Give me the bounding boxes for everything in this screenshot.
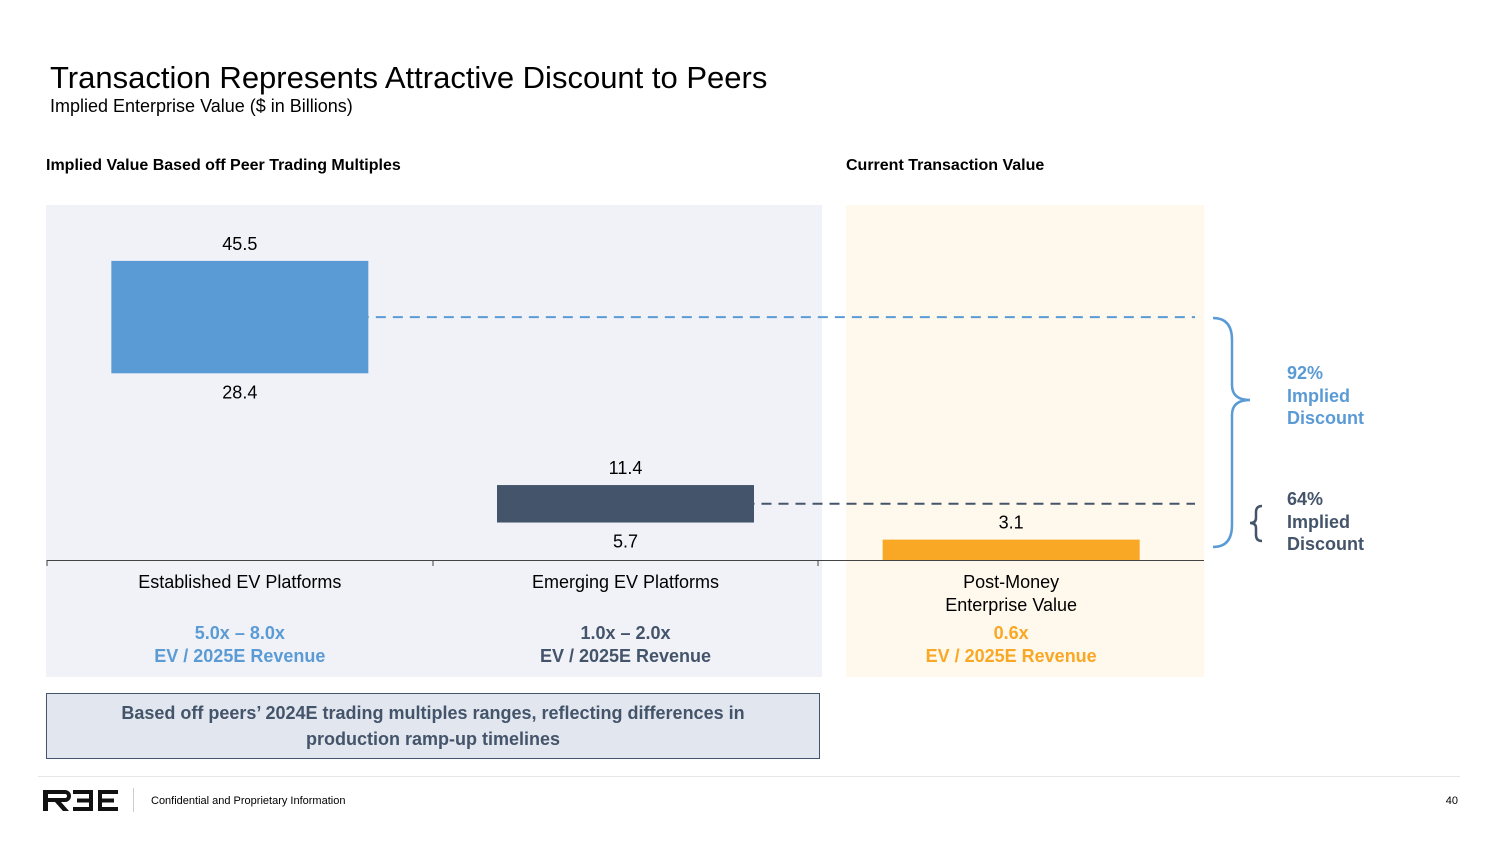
left-heading: Implied Value Based off Peer Trading Mul… (46, 157, 401, 174)
footer-text: Confidential and Proprietary Information (151, 795, 346, 807)
multiple-basis: EV / 2025E Revenue (539, 646, 712, 666)
annotation: 64% (1287, 489, 1324, 509)
multiple: 1.0x – 2.0x (580, 623, 671, 643)
logo (43, 790, 118, 811)
data-label: 11.4 (609, 458, 643, 478)
transaction-panel (846, 205, 1204, 677)
category-label: Established EV Platforms (138, 572, 342, 592)
category-label: Post-Money Enterprise Value (945, 572, 1078, 615)
page-number: 40 (1445, 795, 1458, 807)
annotation: Implied (1287, 511, 1351, 532)
data-label: 28.4 (222, 382, 257, 402)
multiple: 5.0x – 8.0x (194, 623, 285, 643)
annotation: Discount (1287, 534, 1365, 554)
annotation: 92% (1287, 363, 1324, 383)
title: Transaction Represents Attractive Discou… (50, 60, 768, 95)
multiple-basis: EV / 2025E Revenue (154, 646, 326, 666)
annotation: Discount (1287, 408, 1365, 428)
data-label: 5.7 (613, 532, 638, 552)
brace (1249, 504, 1263, 543)
category-label: Emerging EV Platforms (531, 572, 720, 592)
range-bar (882, 539, 1140, 560)
data-label: 3.1 (999, 513, 1024, 533)
right-heading: Current Transaction Value (846, 157, 1045, 174)
data-label: 45.5 (222, 234, 257, 254)
brace (1212, 316, 1251, 549)
subtitle: Implied Enterprise Value ($ in Billions) (50, 96, 353, 116)
multiple: 0.6x (993, 623, 1029, 643)
multiple-basis: EV / 2025E Revenue (925, 646, 1097, 666)
footnote-box: Based off peers’ 2024E trading multiples… (46, 693, 820, 759)
annotation: Implied (1287, 385, 1351, 406)
